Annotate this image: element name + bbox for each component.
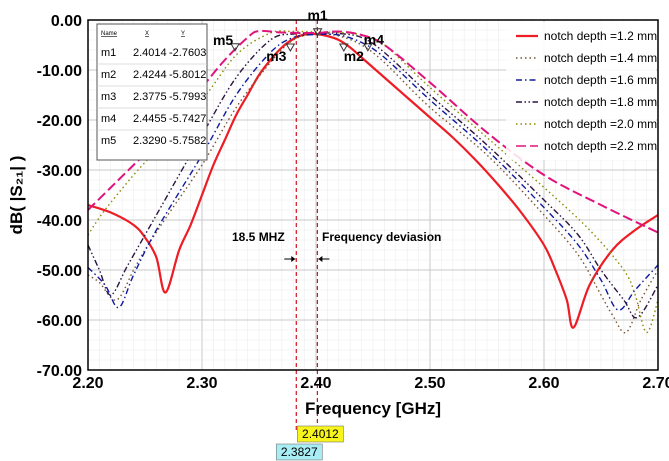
deviation-annotation: Frequency deviasion [322, 230, 441, 244]
annotations: 18.5 MHZ Frequency deviasion [232, 230, 441, 262]
marker-table-cell: m5 [101, 135, 116, 147]
marker-triangle [285, 43, 296, 53]
marker-label: m4 [364, 32, 384, 48]
x-tick-label: 2.30 [186, 375, 217, 392]
marker-table-cell: -5.7993 [169, 91, 206, 103]
marker-table-cell: m4 [101, 113, 116, 125]
marker-label: m2 [344, 48, 364, 64]
x-tick-labels: 2.20 2.30 2.40 2.50 2.60 2.70 [72, 375, 669, 392]
cursor-label-box [275, 443, 323, 461]
marker-table-header: Y [181, 31, 185, 37]
series-line-3 [87, 33, 659, 311]
bandwidth-annotation: 18.5 MHZ [232, 230, 285, 244]
series-line-6 [87, 29, 659, 234]
marker-label: m5 [213, 32, 233, 48]
markers: m1 m2 m3 m4 m5 [213, 7, 384, 64]
legend-entry: notch depth =2.2 mm [544, 139, 657, 153]
marker-table-cell: m2 [101, 69, 116, 81]
legend-entry: notch depth =1.8 mm [544, 95, 657, 109]
x-axis-title: Frequency [GHz] [305, 399, 441, 418]
curves [87, 29, 659, 334]
marker-triangle [338, 43, 349, 53]
legend: notch depth =1.2 mm notch depth =1.4 mm no… [506, 22, 657, 160]
marker-table-box [96, 23, 208, 161]
x-tick-label: 2.20 [72, 375, 103, 392]
legend-entry: notch depth =2.0 mm [544, 117, 657, 131]
legend-entry: notch depth =1.2 mm [544, 29, 657, 43]
y-tick-label: -50.00 [37, 263, 82, 280]
legend-entry: notch depth =1.4 mm [544, 51, 657, 65]
marker-table-cell: m1 [101, 47, 116, 59]
marker-table-cell: m3 [101, 91, 116, 103]
x-tick-label: 2.70 [642, 375, 669, 392]
marker-table-cell: -5.7582 [169, 135, 206, 147]
marker-table-cell: 2.4014 [133, 47, 167, 59]
marker-table-cell: -5.7427 [169, 113, 206, 125]
marker-triangle [230, 43, 240, 52]
marker-table-cell: 2.4244 [133, 69, 167, 81]
legend-box [506, 22, 656, 160]
marker-table-header: X [145, 31, 149, 37]
annotation-arrows [284, 256, 330, 262]
cursor-label-box [297, 425, 344, 443]
marker-triangle [363, 43, 373, 52]
y-tick-label: -40.00 [37, 213, 82, 230]
y-tick-label: -20.00 [37, 113, 82, 130]
marker-table: Name X Ym1 2.4014 -2.7603 m2 2.4244 -5.8012 m3 2.… [96, 23, 208, 161]
marker-table-cell: -2.7603 [169, 47, 206, 59]
cursor-labels: 2.4012 2.3827 [275, 425, 344, 461]
x-tick-label: 2.40 [300, 375, 331, 392]
marker-table-cell: -5.8012 [169, 69, 206, 81]
legend-entry: notch depth =1.6 mm [544, 73, 657, 87]
y-tick-label: 0.00 [51, 13, 82, 30]
marker-table-cell: 2.3290 [133, 135, 167, 147]
marker-triangle [312, 28, 323, 37]
y-tick-labels: 0.00 -10.00 -20.00 -30.00 -40.00 -50.00 -60.00… [37, 13, 82, 380]
y-tick-label: -30.00 [37, 163, 82, 180]
y-axis-title: dB( |S₂₁| ) [7, 156, 26, 235]
cursor-lines [295, 20, 318, 430]
x-tick-label: 2.50 [414, 375, 445, 392]
y-tick-label: -70.00 [37, 363, 82, 380]
cursor-label: 2.4012 [302, 427, 339, 441]
cursor-label: 2.3827 [281, 445, 318, 459]
arrow-right-head [318, 256, 323, 262]
arrow-left-head [291, 256, 296, 262]
y-tick-label: -10.00 [37, 63, 82, 80]
series-line-1 [87, 32, 659, 329]
marker-table-cell: 2.3775 [133, 91, 167, 103]
y-tick-label: -60.00 [37, 313, 82, 330]
plot-frame [87, 19, 659, 371]
marker-label: m1 [307, 7, 327, 23]
marker-table-cell: 2.4455 [133, 113, 167, 125]
x-tick-label: 2.60 [528, 375, 559, 392]
marker-table-header: Name [101, 31, 118, 37]
marker-label: m3 [266, 48, 286, 64]
